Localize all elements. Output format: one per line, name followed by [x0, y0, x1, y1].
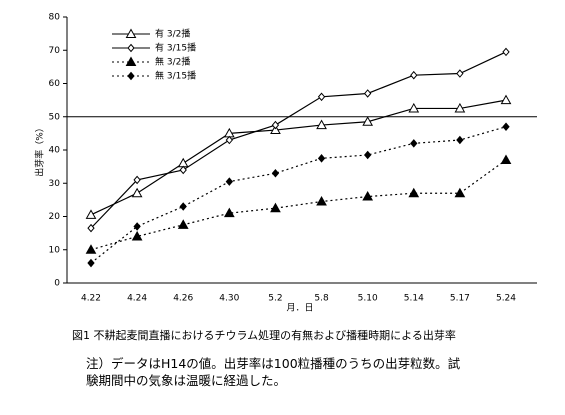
marker — [179, 202, 187, 211]
y-tick-label: 30 — [49, 179, 61, 189]
marker — [131, 187, 143, 198]
marker — [456, 69, 464, 78]
note: 注）データはH14の値。出芽率は100粒播種のうちの出芽粒数。試験期間中の気象は… — [86, 356, 461, 388]
series-line — [90, 99, 507, 216]
marker — [456, 135, 464, 145]
marker — [270, 202, 281, 213]
chart: 月．日 出芽率（%） 0 10 20 30 40 50 60 70 80 4.22 4.24 4.26… — [34, 13, 537, 314]
marker — [85, 244, 97, 254]
marker — [125, 56, 137, 66]
marker — [177, 157, 189, 168]
y-tick-label: 20 — [49, 212, 61, 222]
y-tick-label: 80 — [49, 13, 61, 23]
x-tick-label: 4.24 — [127, 294, 147, 304]
marker — [500, 154, 512, 164]
marker — [502, 122, 510, 131]
y-tick-label: 70 — [49, 46, 61, 56]
x-axis-label: 月．日 — [286, 303, 313, 314]
marker — [364, 150, 372, 160]
marker — [127, 71, 135, 81]
marker — [133, 222, 141, 231]
legend-label: 無 3/15播 — [155, 70, 196, 82]
marker — [127, 43, 135, 53]
series-line — [90, 159, 507, 251]
legend-label: 有 3/2播 — [155, 28, 190, 40]
marker — [271, 169, 280, 178]
y-tick-label: 60 — [49, 79, 61, 89]
marker — [87, 223, 95, 233]
marker — [362, 191, 374, 201]
marker — [454, 102, 466, 113]
marker — [133, 175, 141, 185]
marker — [125, 28, 137, 38]
y-tick-label: 50 — [49, 112, 61, 122]
marker — [87, 258, 95, 268]
x-tick-label: 4.30 — [219, 294, 239, 304]
x-tick-label: 5.8 — [314, 294, 329, 304]
marker — [225, 177, 233, 186]
marker — [179, 165, 187, 175]
caption: 図1 不耕起麦間直播におけるチウラム処理の有無および播種時期による出芽率 — [72, 329, 456, 342]
legend-label: 有 3/15播 — [155, 42, 196, 54]
marker — [317, 154, 326, 163]
marker — [364, 89, 372, 98]
marker — [408, 187, 420, 198]
marker — [271, 120, 280, 130]
x-tick-label: 5.24 — [496, 294, 516, 304]
marker — [362, 116, 374, 126]
x-tick-label: 5.14 — [404, 294, 424, 304]
marker — [408, 102, 420, 113]
y-tick-label: 40 — [49, 146, 61, 156]
x-tick-label: 5.17 — [450, 294, 470, 304]
marker — [316, 196, 327, 206]
marker — [270, 124, 281, 135]
x-tick-label: 5.2 — [268, 294, 282, 304]
marker — [502, 47, 510, 57]
legend-label: 無 3/2播 — [155, 56, 190, 68]
marker — [410, 139, 418, 148]
x-tick-label: 4.22 — [81, 294, 101, 304]
marker — [500, 94, 512, 105]
x-tick-label: 5.10 — [358, 294, 378, 304]
marker — [454, 187, 466, 198]
marker — [410, 70, 418, 80]
marker — [225, 135, 233, 145]
marker — [317, 92, 326, 102]
x-tick-label: 4.26 — [173, 294, 193, 304]
marker — [85, 209, 97, 219]
y-tick-label: 0 — [54, 279, 60, 289]
y-tick-label: 10 — [49, 245, 61, 255]
marker — [131, 230, 143, 241]
marker — [316, 119, 327, 130]
series-line — [90, 126, 507, 264]
marker — [223, 207, 235, 218]
series-line — [90, 51, 507, 229]
marker — [177, 219, 189, 229]
y-axis-label: 出芽率（%） — [34, 123, 46, 177]
